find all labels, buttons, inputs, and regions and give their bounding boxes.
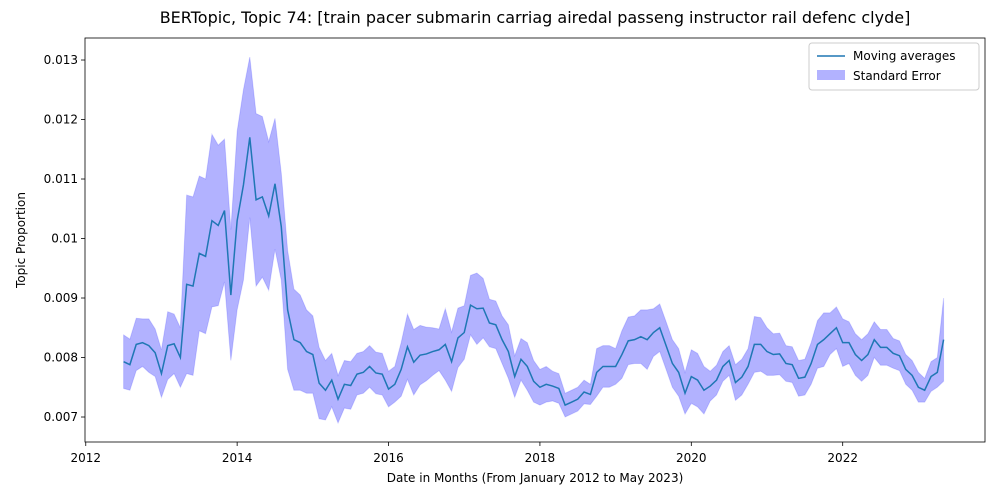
- y-tick-label: 0.01: [51, 232, 78, 246]
- y-tick-label: 0.008: [44, 351, 78, 365]
- line: [123, 137, 945, 407]
- y-tick-label: 0.007: [44, 410, 78, 424]
- legend-box: [808, 42, 980, 91]
- x-tick-label: 2020: [676, 451, 707, 465]
- x-tick-label: 2012: [70, 451, 101, 465]
- x-tick-label: 2014: [222, 451, 253, 465]
- y-axis-label: Topic Proportion: [14, 192, 28, 289]
- y-tick-label: 0.009: [44, 291, 78, 305]
- y-tick-label: 0.011: [44, 172, 78, 186]
- legend-label: Standard Error: [853, 69, 941, 83]
- legend-swatch: [817, 70, 845, 80]
- x-tick-label: 2018: [525, 451, 556, 465]
- error-band: [123, 56, 945, 425]
- y-tick-label: 0.013: [44, 53, 78, 67]
- y-tick-label: 0.012: [44, 113, 78, 127]
- legend-label: Moving averages: [853, 49, 956, 63]
- x-tick-label: 2016: [373, 451, 404, 465]
- x-tick-label: 2022: [827, 451, 858, 465]
- chart-title: BERTopic, Topic 74: [train pacer submari…: [160, 8, 911, 27]
- legend: Moving averages Standard Error: [808, 42, 980, 91]
- plot-frame: [84, 37, 986, 443]
- x-axis-label: Date in Months (From January 2012 to May…: [387, 471, 684, 485]
